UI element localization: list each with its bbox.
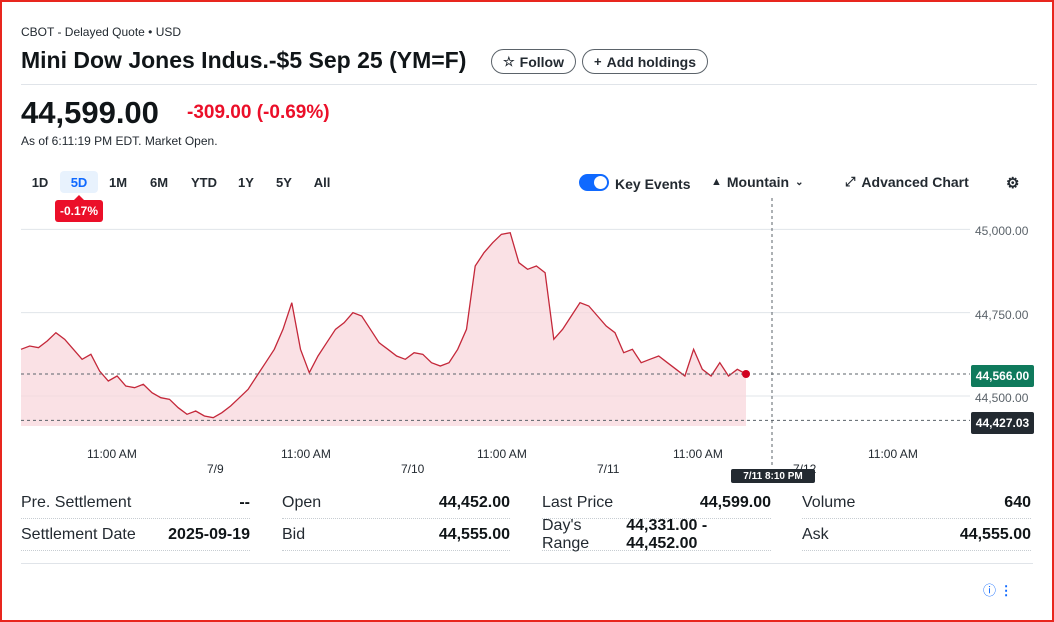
key-events-label[interactable]: Key Events bbox=[615, 176, 691, 192]
page-title: Mini Dow Jones Indus.-$5 Sep 25 (YM=F) bbox=[21, 47, 467, 73]
stat-value: 2025-09-19 bbox=[168, 525, 250, 543]
toggle-knob bbox=[594, 176, 607, 189]
stat-label: Bid bbox=[282, 525, 306, 543]
stat-value: 44,452.00 bbox=[438, 493, 510, 511]
stat-label: Settlement Date bbox=[21, 525, 136, 543]
range-5y[interactable]: 5Y bbox=[276, 174, 292, 190]
y-tick: 44,500.00 bbox=[975, 391, 1029, 405]
y-tick: 44,750.00 bbox=[975, 308, 1029, 322]
range-5d[interactable]: 5D bbox=[60, 171, 98, 193]
date-label: 7/11 bbox=[597, 462, 620, 476]
stat-value: -- bbox=[239, 493, 250, 511]
divider bbox=[21, 84, 1037, 85]
x-tick: 11:00 AM bbox=[868, 447, 918, 461]
stat-value: 44,555.00 bbox=[959, 525, 1031, 543]
stat-value: 44,331.00 - 44,452.00 bbox=[626, 516, 708, 552]
current-price: 44,599.00 bbox=[21, 95, 159, 130]
price-change: -309.00 (-0.69%) bbox=[187, 102, 330, 124]
date-label: 7/9 bbox=[207, 462, 224, 476]
stat-label: Pre. Settlement bbox=[21, 493, 132, 511]
x-tick: 11:00 AM bbox=[281, 447, 331, 461]
price-chart[interactable] bbox=[0, 195, 1054, 465]
last-price-point bbox=[742, 370, 750, 378]
stat-label: Day's Range bbox=[542, 516, 590, 552]
stat-value: 44,555.00 bbox=[438, 525, 510, 543]
stat-bid: Bid 44,555.00 bbox=[282, 519, 510, 551]
follow-button[interactable]: ☆ Follow bbox=[491, 49, 576, 74]
exchange-info: CBOT - Delayed Quote • USD bbox=[21, 25, 182, 39]
crosshair-time-label: 7/11 8:10 PM bbox=[731, 469, 815, 483]
chart-type-select[interactable]: ▲ Mountain ⌄ bbox=[711, 174, 804, 190]
change-value: -309.00 bbox=[187, 102, 252, 123]
add-holdings-label: Add holdings bbox=[606, 53, 697, 70]
change-percent: (-0.69%) bbox=[256, 102, 330, 123]
range-all[interactable]: All bbox=[313, 174, 331, 190]
period-change-badge: -0.17% bbox=[55, 195, 103, 222]
stat-label: Volume bbox=[802, 493, 856, 511]
divider bbox=[21, 563, 1033, 564]
reference-price-tag: 44,427.03 bbox=[971, 412, 1034, 434]
follow-label: Follow bbox=[519, 53, 564, 70]
stat-label: Ask bbox=[802, 525, 829, 543]
key-events-toggle[interactable] bbox=[579, 174, 609, 191]
stat-pre-settlement: Pre. Settlement -- bbox=[21, 487, 250, 519]
add-holdings-button[interactable]: + Add holdings bbox=[582, 49, 709, 74]
stat-label: Open bbox=[282, 493, 322, 511]
y-tick: 45,000.00 bbox=[975, 224, 1029, 238]
advanced-chart-label: Advanced Chart bbox=[861, 174, 969, 190]
stat-days-range: Day's Range 44,331.00 - 44,452.00 bbox=[542, 516, 771, 552]
expand-icon: ⤢ bbox=[845, 174, 856, 189]
price-line bbox=[20, 231, 747, 419]
stat-settlement-date: Settlement Date 2025-09-19 bbox=[21, 519, 250, 551]
range-1d[interactable]: 1D bbox=[31, 174, 49, 190]
stat-value: 44,599.00 bbox=[699, 493, 771, 511]
range-6m[interactable]: 6M bbox=[149, 174, 169, 190]
stat-open: Open 44,452.00 bbox=[282, 487, 510, 519]
more-options-icon[interactable]: ⋮ bbox=[999, 583, 1013, 598]
x-tick: 11:00 AM bbox=[673, 447, 723, 461]
info-icon[interactable]: ⓘ ⋮ bbox=[983, 583, 1013, 598]
stat-last-price: Last Price 44,599.00 bbox=[542, 487, 771, 519]
mountain-icon: ▲ bbox=[711, 176, 722, 188]
advanced-chart-button[interactable]: ⤢ Advanced Chart bbox=[845, 174, 969, 190]
x-tick: 11:00 AM bbox=[477, 447, 527, 461]
price-area bbox=[21, 232, 746, 426]
settings-gear-icon[interactable]: ⚙ bbox=[1006, 175, 1020, 192]
range-1y[interactable]: 1Y bbox=[238, 174, 254, 190]
quote-timestamp: As of 6:11:19 PM EDT. Market Open. bbox=[21, 134, 218, 148]
stat-ask: Ask 44,555.00 bbox=[802, 519, 1031, 551]
current-price-tag: 44,566.00 bbox=[971, 365, 1034, 387]
range-ytd[interactable]: YTD bbox=[191, 174, 217, 190]
stat-volume: Volume 640 bbox=[802, 487, 1031, 519]
star-icon: ☆ bbox=[503, 53, 515, 69]
stat-value: 640 bbox=[1004, 493, 1031, 511]
chart-type-label: Mountain bbox=[726, 174, 790, 190]
x-tick: 11:00 AM bbox=[87, 447, 137, 461]
plus-icon: + bbox=[594, 54, 602, 69]
chevron-down-icon: ⌄ bbox=[795, 176, 804, 188]
date-label: 7/10 bbox=[401, 462, 425, 476]
range-1m[interactable]: 1M bbox=[108, 174, 128, 190]
stat-label: Last Price bbox=[542, 493, 614, 511]
